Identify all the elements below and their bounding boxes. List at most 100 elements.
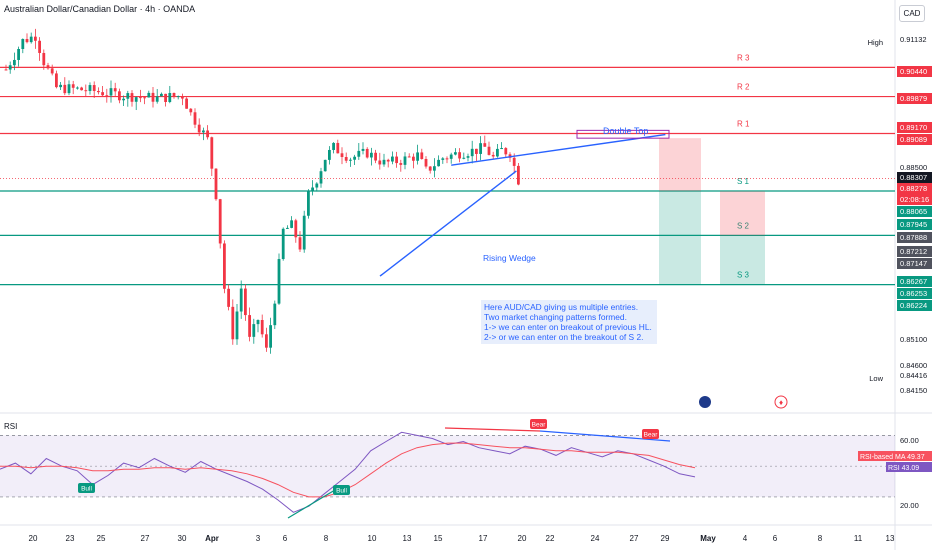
candle-body [315, 183, 319, 188]
candle-body [46, 65, 50, 69]
price-tag [897, 172, 932, 183]
candle-body [63, 84, 67, 94]
candle-body [147, 92, 151, 98]
candle-body [231, 306, 235, 340]
currency-button[interactable]: CAD [899, 5, 925, 22]
time-axis-label: 10 [368, 534, 377, 543]
candle-body [80, 87, 83, 91]
price-tag [897, 183, 932, 194]
double-top-box [576, 129, 670, 139]
candle-body [391, 156, 394, 162]
time-axis-label: 27 [141, 534, 150, 543]
candle-body [500, 148, 503, 150]
candle-body [260, 319, 264, 335]
candle-body [323, 159, 327, 172]
candle-body [403, 156, 407, 165]
candle-body [97, 90, 100, 93]
candle-body [193, 112, 197, 125]
candle-body [281, 228, 285, 260]
candle-body [298, 237, 302, 250]
level-label: R 1 [737, 119, 750, 128]
candle-body [25, 39, 29, 43]
candle-body [118, 91, 121, 101]
candle-body [17, 49, 20, 60]
rsi-marker-label: Bear [644, 432, 659, 439]
candle-body [496, 148, 499, 157]
candle-body [214, 168, 218, 200]
wedge-upper-line [451, 133, 666, 166]
time-axis-label: 11 [854, 534, 863, 543]
candle-body [151, 92, 155, 102]
rsi-marker-label: Bull [336, 488, 347, 495]
chart-title: Australian Dollar/Canadian Dollar · 4h ·… [4, 4, 196, 14]
candle-body [252, 324, 256, 337]
time-axis-label: 6 [283, 534, 288, 543]
rsi-marker-label: Bear [532, 422, 547, 429]
candle-body [130, 93, 134, 102]
price-axis-label: 0.85100 [900, 335, 927, 344]
candle-body [185, 98, 188, 109]
candle-body [265, 334, 268, 348]
candle-body [395, 156, 398, 164]
candle-body [517, 165, 520, 185]
candle-body [227, 288, 230, 307]
candle-body [134, 97, 138, 102]
time-axis-label: 3 [256, 534, 261, 543]
price-tag [897, 232, 932, 243]
time-axis-label: 13 [403, 534, 412, 543]
candle-body [365, 148, 369, 158]
candle-body [223, 243, 226, 289]
price-tag-label: 0.88278 [900, 184, 927, 193]
candle-body [202, 130, 205, 133]
price-tag-label: 0.90440 [900, 67, 927, 76]
candle-body [349, 159, 352, 161]
candle-body [319, 171, 323, 184]
time-axis-label: 13 [886, 534, 895, 543]
bear-divergence-line-2 [539, 430, 671, 442]
candle-body [197, 124, 201, 133]
note-line: Two market changing patterns formed. [484, 312, 627, 322]
au-flag-icon [699, 396, 711, 408]
price-tag-label: 0.89170 [900, 123, 927, 132]
note-line: 1-> we can enter on breakout of previous… [484, 322, 652, 332]
price-tag [897, 246, 932, 257]
time-axis-label: 25 [97, 534, 106, 543]
candle-body [143, 97, 146, 99]
candle-body [55, 73, 58, 88]
time-axis-label: 6 [773, 534, 778, 543]
rsi-ma-value: RSI-based MA 49.37 [860, 454, 925, 461]
candle-body [76, 87, 79, 89]
rising-wedge-label: Rising Wedge [483, 253, 536, 263]
candle-body [172, 92, 176, 97]
time-axis-label: 4 [743, 534, 748, 543]
maple-icon: ♦ [779, 398, 783, 407]
price-tag-label: 02:08:16 [900, 195, 929, 204]
candle-body [277, 259, 281, 304]
candle-body [491, 154, 495, 157]
time-axis-label: 8 [324, 534, 329, 543]
candle-body [109, 88, 113, 96]
time-axis-label: May [700, 534, 716, 543]
time-axis-label: 23 [66, 534, 75, 543]
price-axis-label: 0.91132 [900, 35, 927, 44]
candle-body [311, 187, 314, 191]
candle-body [470, 148, 474, 157]
candle-body [428, 166, 432, 171]
candle-body [479, 143, 482, 154]
price-tag [897, 276, 932, 287]
level-label: S 1 [737, 177, 750, 186]
rsi-value: RSI 43.09 [888, 465, 919, 472]
note-line: Here AUD/CAD giving us multiple entries. [484, 302, 639, 312]
candle-body [370, 152, 373, 158]
candle-body [50, 68, 54, 74]
candle-body [13, 59, 16, 66]
candle-body [462, 157, 466, 159]
candle-body [508, 154, 512, 158]
time-axis-label: 20 [29, 534, 38, 543]
candle-body [273, 303, 277, 326]
candle-body [445, 158, 449, 160]
ca-flag-icon [774, 395, 788, 409]
candle-body [374, 152, 377, 161]
price-tag-label: 0.88307 [900, 173, 927, 182]
